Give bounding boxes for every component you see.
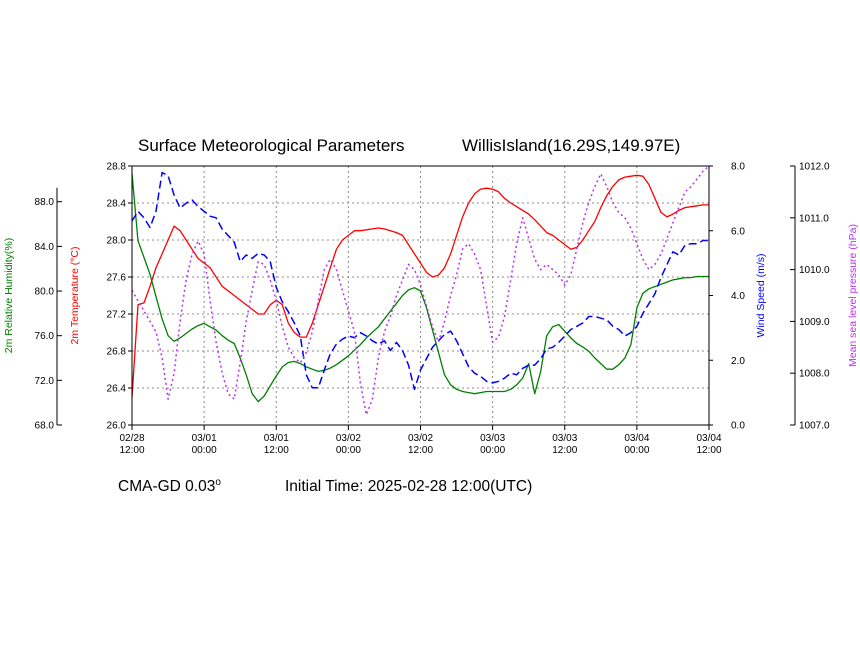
humidity-tick-label: 72.0 [35,376,55,387]
initial-time: Initial Time: 2025-02-28 12:00(UTC) [285,478,532,495]
humidity-tick-label: 68.0 [35,421,55,432]
wind-tick-label: 2.0 [731,356,745,367]
grid-lines [132,166,709,425]
series-line-wind [131,171,709,391]
wind-tick-label: 6.0 [731,226,745,237]
series-line-pressure [131,165,710,416]
x-tick-label-date: 03/04 [696,433,721,444]
humidity-tick-label: 88.0 [35,197,55,208]
pressure-tick-label: 1009.0 [799,317,830,328]
x-tick-label-time: 00:00 [336,445,361,456]
x-tick-label-date: 03/02 [336,433,361,444]
axes: 02/2812:0003/0100:0003/0112:0003/0200:00… [3,162,859,457]
chart-station: WillisIsland(16.29S,149.97E) [462,136,680,155]
model-degree-sign: o [215,477,221,488]
x-tick-label-time: 00:00 [624,445,649,456]
pressure-tick-label: 1010.0 [799,265,830,276]
pressure-tick-label: 1007.0 [799,421,830,432]
x-tick-label-time: 00:00 [192,445,217,456]
x-tick-label-time: 12:00 [119,445,144,456]
temperature-tick-label: 26.4 [107,384,127,395]
x-tick-label-date: 03/01 [192,433,217,444]
temperature-tick-label: 27.6 [107,273,127,284]
series-lines [131,165,710,416]
temperature-tick-label: 26.8 [107,347,127,358]
series-line-temperature [131,174,709,398]
temperature-tick-label: 27.2 [107,310,127,321]
wind-tick-label: 8.0 [731,162,745,173]
humidity-tick-label: 84.0 [35,242,55,253]
x-tick-label-time: 00:00 [480,445,505,456]
x-tick-label-date: 03/04 [624,433,649,444]
pressure-tick-label: 1012.0 [799,162,830,173]
humidity-axis-label: 2m Relative Humidity(%) [3,238,15,354]
x-tick-label-date: 03/03 [480,433,505,444]
temperature-tick-label: 28.0 [107,236,127,247]
x-tick-label-time: 12:00 [696,445,721,456]
x-tick-label-date: 03/01 [264,433,289,444]
x-tick-label-time: 12:00 [552,445,577,456]
pressure-tick-label: 1008.0 [799,369,830,380]
chart-title: Surface Meteorological Parameters [138,136,404,155]
humidity-tick-label: 80.0 [35,287,55,298]
temperature-tick-label: 28.4 [107,199,127,210]
temperature-tick-label: 28.8 [107,162,127,173]
model-name: CMA-GD 0.03 [118,478,215,495]
model-label: CMA-GD 0.03o [118,477,221,495]
x-tick-label-time: 12:00 [264,445,289,456]
wind-tick-label: 4.0 [731,291,745,302]
wind-tick-label: 0.0 [731,421,745,432]
x-tick-label-date: 03/02 [408,433,433,444]
pressure-tick-label: 1011.0 [799,213,829,224]
temperature-tick-label: 26.0 [107,421,127,432]
x-tick-label-date: 03/03 [552,433,577,444]
wind-axis-label: Wind Speed (m/s) [755,253,767,337]
pressure-axis-label: Mean sea level pressure (hPa) [847,224,859,367]
x-tick-label-time: 12:00 [408,445,433,456]
temperature-axis-label: 2m Temperature (°C) [69,247,81,345]
humidity-tick-label: 76.0 [35,331,55,342]
x-tick-label-date: 02/28 [119,433,144,444]
series-line-humidity [131,173,709,403]
